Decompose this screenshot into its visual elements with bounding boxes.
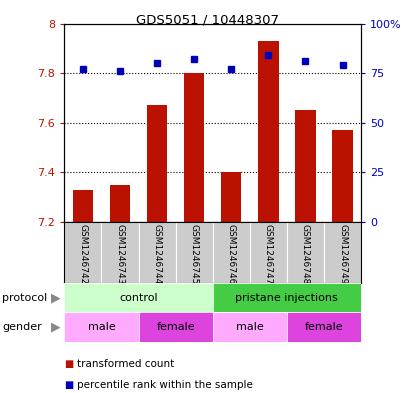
Bar [139,222,176,283]
Bar [101,222,139,283]
Text: GSM1246748: GSM1246748 [301,224,310,285]
Text: gender: gender [2,322,42,332]
Bar [64,283,213,312]
Text: GSM1246749: GSM1246749 [338,224,347,285]
Text: pristane injections: pristane injections [235,293,338,303]
Bar [73,190,93,222]
Text: female: female [156,322,195,332]
Text: ▶: ▶ [51,321,61,334]
Bar [295,110,316,222]
Text: male: male [236,322,264,332]
Text: ■: ■ [64,358,73,369]
Bar [324,222,361,283]
Text: protocol: protocol [2,293,47,303]
Bar [147,105,167,222]
Bar [139,312,213,342]
Text: GSM1246746: GSM1246746 [227,224,236,285]
Text: male: male [88,322,115,332]
Text: GSM1246747: GSM1246747 [264,224,273,285]
Bar [258,41,278,222]
Bar [250,222,287,283]
Text: ■: ■ [64,380,73,390]
Bar [287,222,324,283]
Bar [213,283,361,312]
Bar [184,73,204,222]
Text: ▶: ▶ [51,291,61,304]
Bar [110,185,130,222]
Bar [213,312,287,342]
Bar [176,222,213,283]
Bar [64,222,101,283]
Text: GSM1246744: GSM1246744 [153,224,161,285]
Text: GSM1246743: GSM1246743 [115,224,124,285]
Bar [213,222,250,283]
Text: GSM1246745: GSM1246745 [190,224,199,285]
Text: GDS5051 / 10448307: GDS5051 / 10448307 [136,14,279,27]
Bar [332,130,353,222]
Text: transformed count: transformed count [77,358,174,369]
Text: control: control [119,293,158,303]
Text: percentile rank within the sample: percentile rank within the sample [77,380,253,390]
Bar [64,312,139,342]
Bar [221,173,242,222]
Text: female: female [305,322,343,332]
Bar [287,312,361,342]
Text: GSM1246742: GSM1246742 [78,224,88,285]
